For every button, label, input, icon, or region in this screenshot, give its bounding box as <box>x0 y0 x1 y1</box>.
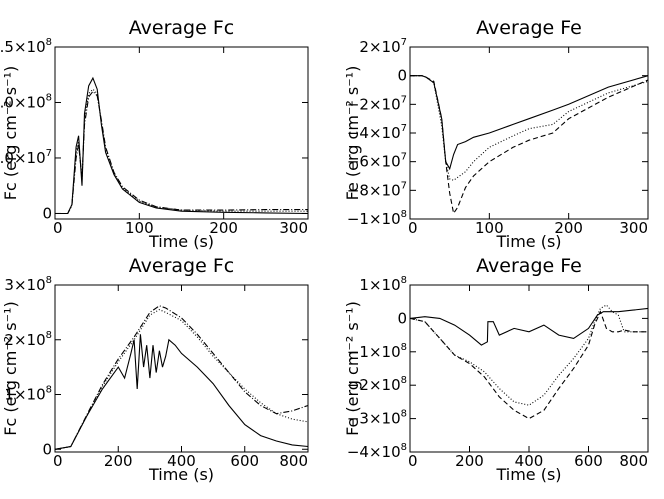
chart-title: Average Fc <box>129 255 234 277</box>
y-tick-label: −4×108 <box>347 442 407 461</box>
y-tick-label: −4×107 <box>347 123 407 142</box>
chart-panel-4: Average Fe 0 200 400 600 800 1×108 0 −1×108 −2×10… <box>343 255 649 484</box>
series-line-dotted <box>54 308 309 450</box>
y-tick-label: −3×108 <box>347 409 407 428</box>
y-tick-label: 1.0×108 <box>0 92 52 111</box>
chart-panel-3: Average Fc 0 200 400 600 800 0 1×108 2×108 3×108 T… <box>1 255 309 484</box>
x-tick-label: 600 <box>230 452 259 470</box>
x-tick-label: 800 <box>279 452 308 470</box>
series-line-solid <box>409 307 649 346</box>
x-tick-label: 200 <box>455 452 484 470</box>
y-axis-label: Fc (erg cm⁻² s⁻¹) <box>1 66 20 200</box>
y-axis-label: Fc (erg cm⁻² s⁻¹) <box>1 301 20 435</box>
y-tick-label: −8×107 <box>347 180 407 199</box>
x-tick-label: 100 <box>475 219 504 237</box>
x-tick-label: 0 <box>53 219 63 237</box>
series-line-dotted <box>410 75 649 181</box>
series-line-dotted <box>55 88 308 215</box>
x-tick-label: 200 <box>209 219 238 237</box>
y-tick-label: 0 <box>42 440 52 458</box>
y-tick-label: 1×108 <box>359 275 407 294</box>
y-axis-label: Fe (erg cm⁻² s⁻¹) <box>343 66 362 201</box>
x-axis-label: Time (s) <box>148 465 214 484</box>
y-tick-label: −1×108 <box>347 209 407 228</box>
x-tick-label: 0 <box>408 452 418 470</box>
y-tick-label: 0 <box>42 204 52 222</box>
series-line-dash-dot <box>55 90 308 215</box>
x-tick-label: 600 <box>574 452 603 470</box>
x-tick-label: 300 <box>279 219 308 237</box>
x-axis-label: Time (s) <box>495 465 561 484</box>
y-axis-label: Fe (erg cm⁻² s⁻¹) <box>343 301 362 436</box>
chart-title: Average Fe <box>476 17 582 39</box>
x-tick-label: 400 <box>515 452 544 470</box>
series-line-solid <box>54 334 309 450</box>
y-tick-label: −6×107 <box>347 152 407 171</box>
y-tick-label: 2×107 <box>359 37 407 56</box>
y-tick-label: 0 <box>397 309 407 327</box>
x-tick-label: 100 <box>125 219 154 237</box>
series-line-dash-dot <box>54 305 309 450</box>
y-tick-label: 5.0×107 <box>0 148 52 167</box>
plot-frame <box>409 46 649 220</box>
plot-frame <box>54 284 309 453</box>
x-tick-label: 800 <box>619 452 648 470</box>
plot-frame <box>409 284 649 453</box>
plot-frame <box>54 46 309 220</box>
y-tick-label: 2×108 <box>4 330 52 349</box>
series-line-solid <box>55 76 309 215</box>
y-tick-label: 3×108 <box>4 275 52 294</box>
chart-title: Average Fe <box>476 255 582 277</box>
series-line-solid <box>410 75 649 171</box>
series-line-dotted <box>409 304 648 406</box>
x-tick-label: 200 <box>104 452 133 470</box>
x-tick-label: 300 <box>619 219 648 237</box>
x-tick-label: 200 <box>554 219 583 237</box>
y-tick-label: −1×108 <box>347 342 407 361</box>
x-tick-label: 0 <box>408 219 418 237</box>
x-tick-label: 0 <box>53 452 63 470</box>
x-axis-label: Time (s) <box>148 232 214 251</box>
y-tick-label: −2×108 <box>347 375 407 394</box>
chart-panel-2: Average Fe 0 100 200 300 2×107 0 −2×107 −4×107 −6… <box>343 17 649 251</box>
y-tick-label: −2×107 <box>347 94 407 113</box>
y-tick-label: 0 <box>397 67 407 85</box>
chart-panel-1: Average Fc 0 100 200 300 0 5.0×107 1.0×108 1.5×1… <box>0 17 309 251</box>
series-line-dashed <box>409 310 648 420</box>
x-tick-label: 400 <box>167 452 196 470</box>
x-axis-label: Time (s) <box>495 232 561 251</box>
y-tick-label: 1.5×108 <box>0 37 52 56</box>
chart-title: Average Fc <box>129 17 234 39</box>
y-tick-label: 1×108 <box>4 385 52 404</box>
series-line-dashed <box>410 75 649 215</box>
